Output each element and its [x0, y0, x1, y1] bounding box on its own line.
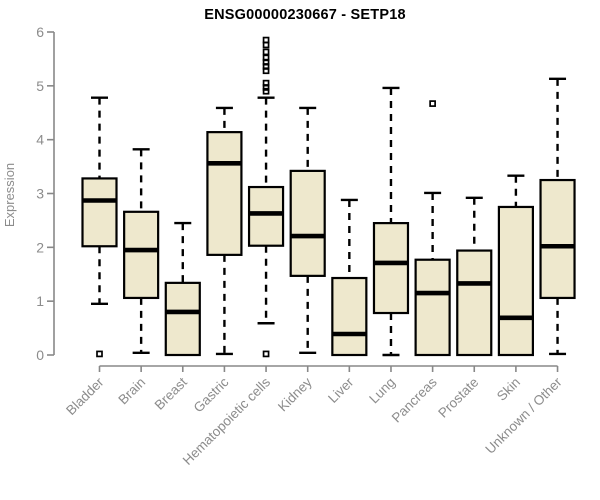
y-tick-label: 3 — [36, 186, 44, 202]
iqr-box — [164, 281, 201, 357]
y-tick-label: 2 — [36, 239, 44, 255]
iqr-box — [539, 178, 576, 300]
x-category-label: Prostate — [435, 375, 481, 421]
iqr-box — [497, 205, 534, 357]
y-tick-label: 4 — [36, 132, 44, 148]
iqr-box — [331, 276, 368, 357]
y-axis-label: Expression — [2, 162, 17, 228]
x-category-label: Breast — [152, 374, 190, 412]
outlier-point — [262, 87, 270, 95]
outlier-point — [262, 67, 270, 75]
iqr-box — [81, 177, 118, 248]
y-tick-label: 1 — [36, 293, 44, 309]
iqr-box — [372, 222, 410, 315]
x-category-label: Brain — [115, 375, 148, 408]
x-category-label: Skin — [494, 375, 523, 404]
iqr-box — [123, 210, 160, 300]
outlier-point — [96, 350, 103, 358]
x-category-label: Liver — [325, 374, 357, 406]
outlier-point — [429, 100, 436, 107]
iqr-box — [414, 258, 451, 357]
x-category-label: Kidney — [275, 374, 315, 414]
x-category-label: Lung — [366, 375, 398, 407]
iqr-box — [247, 185, 285, 247]
y-tick-label: 5 — [36, 78, 44, 94]
chart-title: ENSG00000230667 - SETP18 — [204, 7, 406, 23]
iqr-box — [289, 169, 326, 277]
outlier-point — [262, 41, 270, 49]
x-category-label: Gastric — [191, 374, 232, 415]
x-category-label: Bladder — [63, 374, 107, 418]
outlier-point — [262, 350, 270, 358]
x-category-label: Pancreas — [389, 374, 440, 425]
outlier-point — [262, 84, 270, 91]
iqr-box — [206, 131, 243, 256]
y-tick-label: 0 — [36, 347, 44, 363]
iqr-box — [456, 249, 493, 357]
x-category-label: Unknown / Other — [482, 374, 565, 457]
y-tick-label: 6 — [36, 24, 44, 40]
outlier-point — [262, 48, 270, 56]
